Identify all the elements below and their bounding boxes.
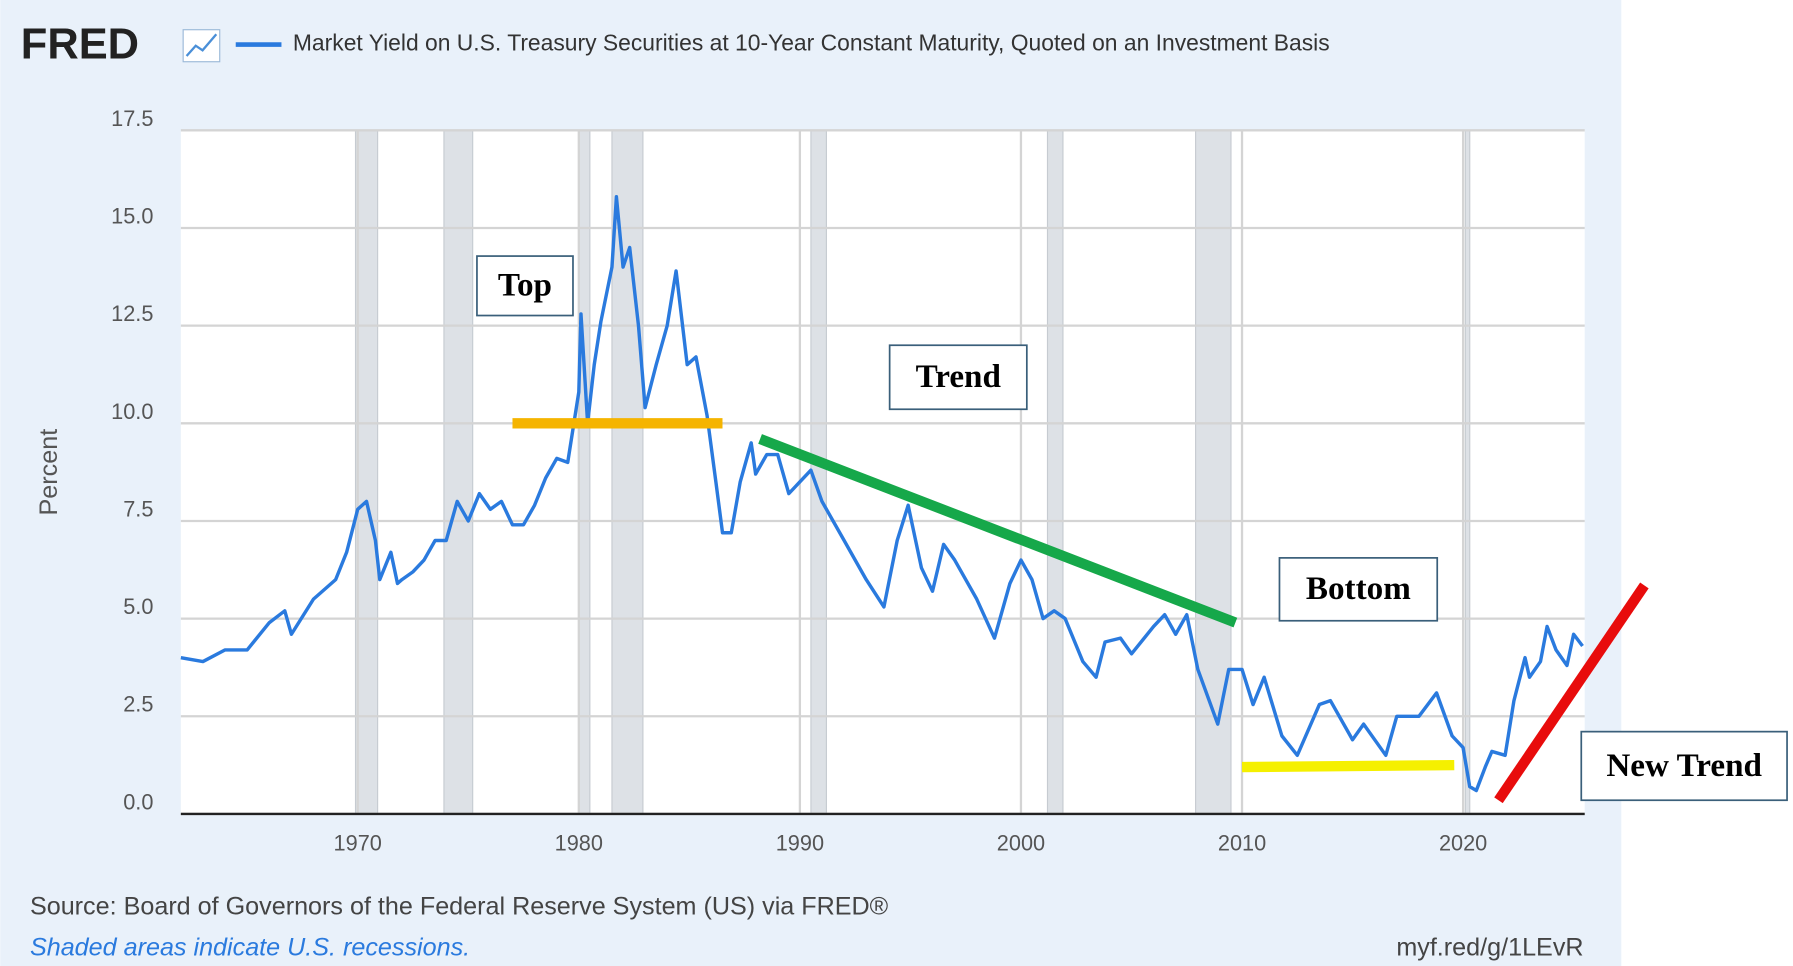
x-tick-label: 1970 [334, 831, 382, 856]
annotation-box [1580, 730, 1788, 802]
plot-area [180, 130, 1585, 814]
recession-band [1046, 129, 1064, 815]
trend-line [758, 434, 1238, 628]
source: Source: Board of Governors of the Federa… [30, 892, 889, 920]
annotation-box [1278, 557, 1439, 622]
y-tick-label: 7.5 [123, 496, 153, 521]
logo-icon [182, 29, 221, 63]
annotation-box [476, 255, 574, 317]
series-line [180, 195, 1584, 793]
y-tick-label: 12.5 [111, 301, 153, 326]
x-tick-label: 2010 [1218, 831, 1266, 856]
trend-line [1241, 759, 1455, 773]
annotation-label: New Trend [1606, 747, 1762, 784]
y-tick-label: 15.0 [111, 203, 153, 228]
recession-band [443, 129, 474, 815]
x-tick-label: 2000 [997, 831, 1045, 856]
x-tick-label: 1990 [776, 831, 824, 856]
y-axis-label: Percent [35, 429, 63, 516]
y-tick-label: 0.0 [123, 789, 153, 814]
recession-band [1464, 129, 1471, 815]
annotation-box [888, 344, 1028, 411]
legend-label: Market Yield on U.S. Treasury Securities… [293, 30, 1330, 56]
recession-band [578, 129, 591, 815]
y-tick-label: 5.0 [123, 594, 153, 619]
url: myf.red/g/1LEvR [1396, 933, 1583, 961]
logo: FRED [21, 20, 139, 68]
x-tick-label: 1980 [555, 831, 603, 856]
y-tick-label: 17.5 [111, 106, 153, 131]
recession-band [1195, 129, 1232, 815]
annotation-label: Trend [916, 358, 1002, 395]
note: Shaded areas indicate U.S. recessions. [30, 933, 470, 961]
annotation-label: Bottom [1306, 570, 1411, 607]
trend-line [1494, 582, 1649, 804]
y-tick-label: 10.0 [111, 399, 153, 424]
recession-band [611, 129, 644, 815]
y-tick-label: 2.5 [123, 692, 153, 717]
x-tick-label: 2020 [1439, 831, 1487, 856]
annotation-label: Top [498, 267, 552, 304]
